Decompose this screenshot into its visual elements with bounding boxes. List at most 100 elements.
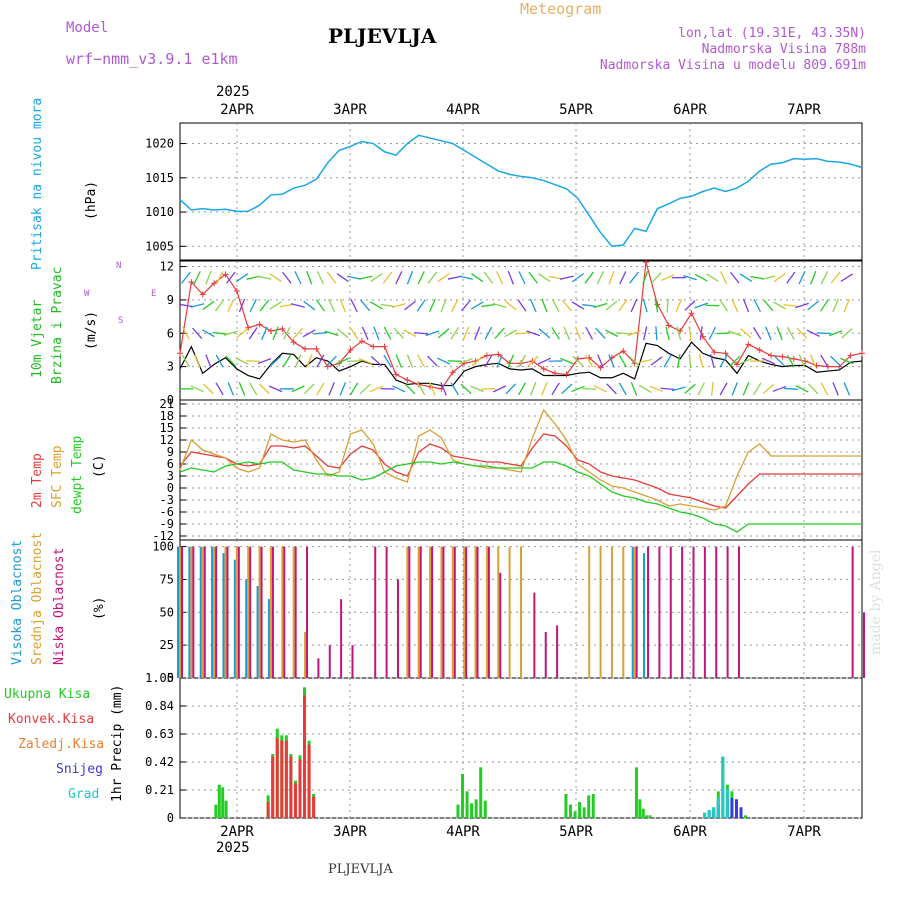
gust-marker	[859, 350, 865, 357]
wind-arrow	[339, 382, 347, 396]
wind-arrow	[225, 355, 237, 367]
wind-arrow	[514, 332, 530, 335]
wind-speed-line	[179, 341, 863, 387]
wind-arrow	[474, 326, 481, 341]
wind-arrow	[809, 354, 817, 368]
wind-arrow	[618, 382, 627, 396]
wind-arrow	[719, 354, 728, 368]
wind-arrow	[783, 387, 798, 390]
gust-marker	[358, 338, 365, 345]
gust-marker	[483, 352, 490, 359]
y-tick-label: 21	[160, 397, 174, 411]
wind-arrow	[596, 271, 604, 285]
wind-arrow	[719, 382, 728, 396]
wind-arrow	[238, 298, 246, 313]
y-tick-label: -9	[160, 517, 174, 531]
wind-arrow	[346, 360, 362, 363]
wind-arrow	[608, 354, 615, 368]
wind-arrow	[593, 302, 608, 309]
precip-legend-1: Ukupna Kisa	[4, 687, 91, 702]
wind-arrow	[752, 382, 762, 396]
wind-arrow	[238, 382, 246, 396]
wind-arrow	[496, 354, 503, 368]
precip-bar	[569, 804, 573, 818]
y-tick-label: 0.42	[145, 755, 174, 769]
y-tick-label: 0	[167, 811, 174, 825]
wind-arrow	[282, 271, 292, 284]
precip-bar	[280, 740, 284, 818]
wind-arrow	[282, 326, 291, 340]
wind-arrow	[190, 303, 205, 308]
wind-arrow	[765, 326, 772, 340]
wind-arrow	[582, 387, 597, 390]
wind-arrow	[261, 326, 268, 340]
wind-arrow	[627, 330, 641, 337]
wind-arrow	[697, 382, 705, 396]
precip-bar	[303, 695, 307, 818]
precip-bar	[289, 756, 293, 818]
gust-marker	[199, 291, 206, 298]
wind-arrow	[739, 357, 753, 365]
wind-arrow	[763, 299, 774, 312]
x-tick-label-bottom: 7APR	[787, 824, 821, 840]
x-tick-label-top: 3APR	[333, 102, 367, 118]
wind-arrow	[462, 326, 470, 340]
wind-arrow	[628, 355, 640, 367]
gust-marker	[620, 348, 627, 355]
panel-frame	[179, 122, 863, 261]
y-tick-label: 1.05	[145, 671, 174, 685]
wind-arrow	[358, 357, 372, 365]
wind-arrow	[427, 271, 438, 284]
wind-arrow	[201, 329, 215, 338]
wind-arrow	[584, 271, 594, 284]
wind-arrow	[559, 275, 574, 280]
wind-arrow	[683, 274, 697, 281]
wind-arrow	[708, 326, 717, 340]
wind-rose-s: S	[118, 316, 124, 326]
y-tick-label: 6	[167, 326, 174, 340]
gust-marker	[654, 301, 661, 308]
wind-arrow	[710, 354, 715, 369]
gust-marker	[233, 288, 240, 295]
x-tick-label-top: 4APR	[446, 102, 480, 118]
y-tick-label: 0.63	[145, 727, 174, 741]
wind-arrow	[666, 298, 669, 313]
wind-arrow	[571, 273, 585, 283]
wind-arrow	[316, 382, 325, 396]
precip-bar	[734, 799, 738, 818]
wind-arrow	[395, 354, 403, 368]
wind-arrow	[807, 383, 819, 395]
elevation: Nadmorska Visina 788m	[701, 42, 866, 57]
wind-arrow	[526, 330, 541, 337]
x-tick-label-top: 2APR	[220, 102, 254, 118]
wind-arrow	[593, 385, 607, 393]
wind-arrow	[786, 326, 795, 340]
precip-bar	[582, 807, 586, 818]
wind-arrow	[742, 382, 750, 396]
wind-arrow	[202, 300, 215, 311]
gust-marker	[733, 361, 740, 368]
precip-bar	[712, 807, 716, 818]
wind-arrow	[291, 303, 305, 308]
wind-arrow	[571, 385, 585, 393]
wind-arrow	[504, 300, 517, 311]
wind-arrow	[336, 273, 349, 283]
wind-arrow	[750, 275, 765, 280]
precip-bar	[730, 798, 734, 818]
wind-arrow	[470, 301, 484, 310]
wind-arrow	[518, 271, 526, 285]
gust-marker	[313, 345, 320, 352]
precip-bar	[275, 738, 279, 818]
wind-arrow	[370, 355, 382, 367]
y-tick-label: 9	[167, 445, 174, 459]
gust-marker	[267, 328, 274, 335]
wind-arrow	[471, 273, 484, 283]
wind-arrow	[642, 270, 649, 285]
wind-arrow	[313, 331, 328, 335]
wind-arrow	[383, 326, 392, 340]
wind-arrow	[326, 355, 337, 367]
gust-marker	[279, 325, 286, 332]
wind-arrow	[182, 326, 190, 340]
wind-arrow	[740, 328, 752, 339]
